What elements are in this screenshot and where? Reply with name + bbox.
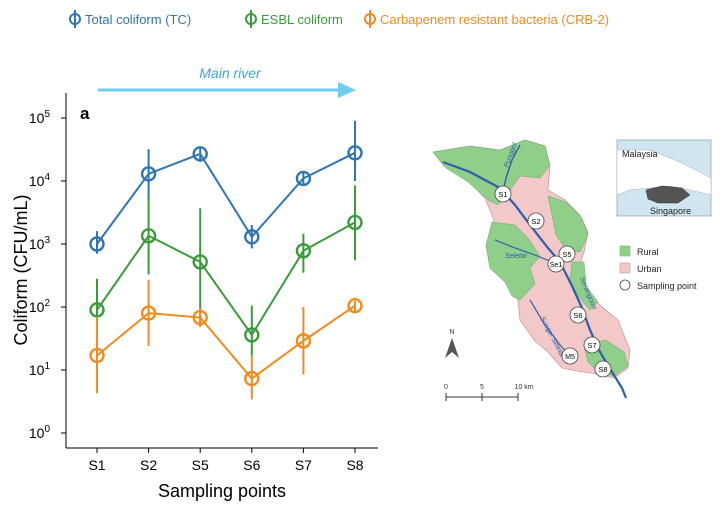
inset-map: Malaysia Singapore bbox=[616, 139, 712, 217]
scale-bar: 0 5 10 km bbox=[444, 384, 534, 401]
legend-item-tc: Total coliform (TC) bbox=[69, 10, 191, 28]
x-tick-label: S2 bbox=[140, 457, 157, 473]
data-point bbox=[89, 347, 105, 364]
series-line bbox=[96, 304, 356, 380]
svg-text:10 km: 10 km bbox=[514, 384, 533, 391]
sampling-point-s8: S8 bbox=[594, 360, 612, 378]
svg-text:5: 5 bbox=[480, 384, 484, 391]
x-tick-label: S6 bbox=[243, 457, 260, 473]
y-tick-label: 103 bbox=[29, 235, 51, 252]
inset-label-singapore: Singapore bbox=[650, 206, 691, 216]
svg-text:S8: S8 bbox=[598, 365, 607, 374]
series-line bbox=[96, 151, 356, 245]
sampling-point-s6: S6 bbox=[569, 306, 587, 324]
y-axis-label: Coliform (CFU/mL) bbox=[11, 195, 31, 346]
sampling-point-se1: Se1 bbox=[547, 255, 565, 273]
y-ticks: 100 101 102 103 104 105 bbox=[29, 109, 66, 441]
series-2 bbox=[89, 185, 363, 356]
legend-label-esbl: ESBL coliform bbox=[261, 12, 343, 27]
tributary-seletar bbox=[494, 239, 553, 263]
y-tick-label: 100 bbox=[29, 424, 51, 441]
x-tick-label: S8 bbox=[346, 457, 363, 473]
data-point bbox=[192, 254, 208, 270]
x-tick-label: S5 bbox=[192, 457, 209, 473]
main-river-label: Main river bbox=[199, 65, 262, 81]
data-point bbox=[347, 214, 363, 231]
svg-text:S1: S1 bbox=[498, 190, 507, 199]
data-point bbox=[192, 309, 208, 326]
svg-text:S6: S6 bbox=[573, 311, 582, 320]
rural-area-central bbox=[547, 195, 589, 253]
svg-text:M5: M5 bbox=[565, 354, 575, 361]
data-point bbox=[192, 146, 208, 162]
rural-area-north bbox=[432, 139, 551, 206]
tributary-punggol bbox=[502, 144, 521, 193]
sampling-point-s2: S2 bbox=[527, 212, 545, 230]
north-arrow-icon: N bbox=[445, 329, 459, 358]
y-tick-label: 101 bbox=[29, 361, 51, 378]
map-legend: Rural Urban Sampling point bbox=[619, 245, 697, 291]
sampling-point-s5: S5 bbox=[558, 245, 576, 263]
y-tick-label: 104 bbox=[29, 172, 51, 189]
data-point bbox=[244, 370, 260, 387]
data-point bbox=[89, 302, 105, 318]
x-axis-label: Sampling points bbox=[158, 481, 286, 501]
legend-swatch-rural bbox=[619, 245, 631, 257]
river-label-seletar: Seletar bbox=[505, 253, 528, 260]
sampling-point-m5: M5 bbox=[561, 347, 579, 365]
legend-label-sampling: Sampling point bbox=[637, 281, 697, 291]
series-line bbox=[96, 221, 356, 337]
legend-swatch-sampling bbox=[619, 279, 631, 291]
svg-text:N: N bbox=[449, 329, 454, 336]
legend-label-crb: Carbapenem resistant bacteria (CRB-2) bbox=[380, 12, 609, 27]
data-point bbox=[89, 236, 105, 252]
main-river-arrow: Main river bbox=[98, 65, 356, 98]
svg-text:0: 0 bbox=[444, 384, 448, 391]
data-point bbox=[244, 229, 260, 245]
svg-text:S2: S2 bbox=[531, 217, 540, 226]
y-tick-label: 102 bbox=[29, 298, 51, 315]
x-tick-label: S1 bbox=[88, 457, 105, 473]
panel-label: a bbox=[80, 104, 90, 123]
data-point bbox=[295, 333, 312, 349]
data-point bbox=[295, 170, 312, 187]
y-tick-label: 105 bbox=[29, 109, 51, 126]
legend-item-crb: Carbapenem resistant bacteria (CRB-2) bbox=[364, 10, 609, 28]
data-point bbox=[140, 305, 157, 321]
legend-item-esbl: ESBL coliform bbox=[245, 10, 343, 28]
x-ticks: S1 S2 S5 S6 S7 S8 bbox=[88, 448, 364, 473]
inset-singapore-shape bbox=[645, 185, 691, 204]
legend-label-tc: Total coliform (TC) bbox=[85, 12, 191, 27]
legend-label-urban: Urban bbox=[637, 264, 662, 274]
legend: Total coliform (TC) ESBL coliform Carbap… bbox=[69, 10, 609, 28]
map-panel: Punggol Serangoon Seletar Sungei Seletar… bbox=[432, 139, 712, 401]
data-point bbox=[347, 297, 363, 314]
sampling-point-s7: S7 bbox=[583, 336, 601, 354]
legend-swatch-urban bbox=[619, 262, 631, 274]
svg-text:S7: S7 bbox=[587, 341, 596, 350]
plot-series bbox=[89, 120, 363, 400]
series-3 bbox=[89, 279, 363, 400]
sampling-point-s1: S1 bbox=[494, 185, 512, 203]
legend-label-rural: Rural bbox=[637, 247, 659, 257]
inset-label-malaysia: Malaysia bbox=[622, 149, 658, 159]
series-1 bbox=[89, 120, 363, 254]
data-point bbox=[244, 327, 260, 343]
x-tick-label: S7 bbox=[295, 457, 312, 473]
data-point bbox=[347, 145, 363, 161]
data-point bbox=[140, 228, 157, 244]
svg-text:Se1: Se1 bbox=[550, 262, 563, 269]
data-point bbox=[140, 166, 157, 182]
data-point bbox=[295, 243, 312, 259]
svg-text:S5: S5 bbox=[562, 250, 571, 259]
